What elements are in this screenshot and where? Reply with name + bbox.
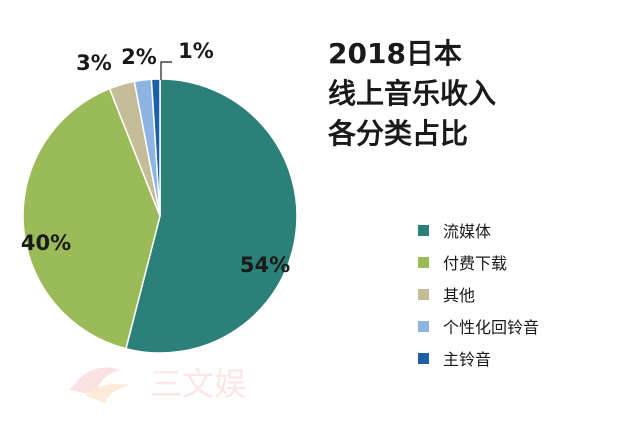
- data-label-other: 3%: [76, 51, 112, 75]
- data-label-paid-download: 40%: [21, 231, 71, 255]
- pie-slice-ringtone: [150, 78, 161, 217]
- pie-slice-streaming: [125, 78, 298, 354]
- legend-swatch: [418, 320, 429, 332]
- legend-swatch: [418, 288, 429, 300]
- legend-label: 主铃音: [443, 350, 492, 369]
- data-label-ringtone: 1%: [178, 39, 214, 63]
- legend-item-ringback: 个性化回铃音: [418, 315, 539, 337]
- chart-title: 2018日本 线上音乐收入 各分类占比: [328, 34, 496, 154]
- pie-slice-paid-download: [22, 87, 161, 350]
- legend-label: 其他: [443, 286, 476, 305]
- legend-label: 付费下载: [443, 254, 508, 273]
- chart-title-line-2: 线上音乐收入: [328, 77, 497, 110]
- legend-swatch: [418, 224, 429, 236]
- legend-label: 个性化回铃音: [443, 318, 540, 337]
- legend-item-paid-download: 付费下载: [418, 251, 539, 273]
- legend-item-other: 其他: [418, 283, 539, 305]
- legend-item-ringtone: 主铃音: [418, 347, 539, 369]
- watermark-logo: 三文娱: [70, 365, 246, 403]
- legend-swatch: [418, 352, 429, 364]
- watermark-text: 三文娱: [150, 365, 246, 403]
- legend: 流媒体 付费下载 其他 个性化回铃音 主铃音: [418, 219, 539, 379]
- pie-slices: [22, 78, 298, 354]
- chart-title-line-3: 各分类占比: [328, 117, 469, 150]
- data-label-streaming: 54%: [240, 253, 290, 277]
- pie-labels: 54% 40% 3% 2% 1%: [21, 39, 290, 277]
- legend-item-streaming: 流媒体: [418, 219, 539, 241]
- legend-swatch: [418, 256, 429, 268]
- chart-title-line-1: 2018日本: [328, 37, 462, 70]
- legend-label: 流媒体: [443, 222, 492, 241]
- leader-line-ringtone: [160, 61, 172, 80]
- data-label-ringback: 2%: [121, 45, 157, 69]
